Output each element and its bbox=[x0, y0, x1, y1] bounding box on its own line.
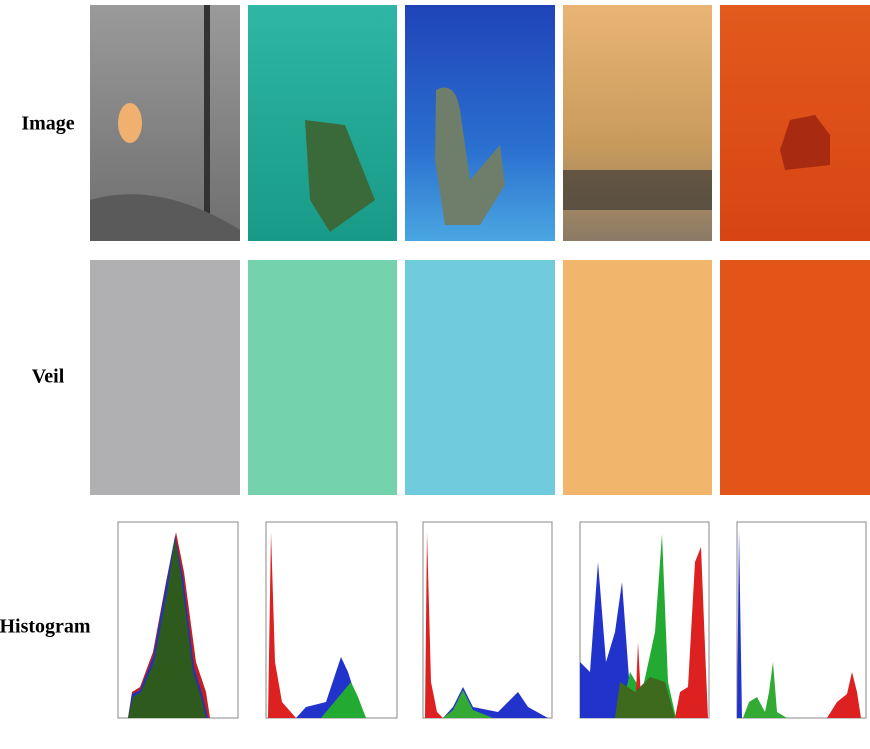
histogram bbox=[118, 522, 238, 718]
figure: Image Veil Histogram bbox=[0, 0, 870, 749]
image-row bbox=[90, 5, 870, 241]
veil-swatch bbox=[405, 260, 555, 495]
histogram-row bbox=[118, 522, 866, 718]
page: Image Veil Histogram bbox=[0, 0, 870, 749]
histogram bbox=[423, 522, 552, 718]
veil-swatch bbox=[720, 260, 870, 495]
histogram bbox=[580, 522, 709, 718]
shape bbox=[423, 522, 552, 718]
veil-swatch bbox=[563, 260, 712, 495]
shape bbox=[737, 522, 866, 718]
pole bbox=[204, 5, 210, 215]
veil-swatch bbox=[248, 260, 397, 495]
histogram bbox=[266, 522, 397, 718]
histogram bbox=[737, 522, 866, 718]
row-label: Histogram bbox=[0, 616, 91, 638]
row-label: Veil bbox=[32, 366, 65, 388]
cars bbox=[563, 170, 712, 210]
row-label: Image bbox=[21, 113, 74, 135]
veil-row bbox=[90, 260, 870, 495]
lights bbox=[118, 103, 142, 143]
veil-swatch bbox=[90, 260, 240, 495]
